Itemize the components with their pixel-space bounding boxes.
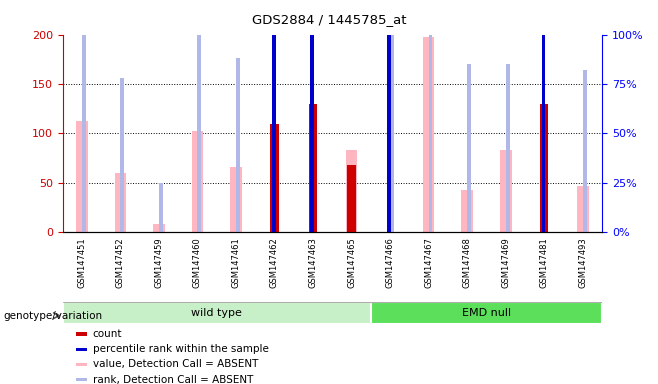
Bar	[388, 25, 392, 232]
Bar	[76, 121, 88, 232]
Bar	[270, 124, 279, 232]
Bar	[120, 78, 124, 232]
Bar	[467, 64, 471, 232]
Bar	[500, 150, 511, 232]
Text: genotype/variation: genotype/variation	[3, 311, 103, 321]
Bar	[311, 0, 314, 232]
Bar	[191, 131, 203, 232]
Text: GSM147466: GSM147466	[386, 237, 395, 288]
Bar	[423, 36, 434, 232]
Text: rank, Detection Call = ABSENT: rank, Detection Call = ABSENT	[93, 374, 253, 384]
Text: wild type: wild type	[191, 308, 242, 318]
Bar	[76, 378, 88, 381]
Text: percentile rank within the sample: percentile rank within the sample	[93, 344, 268, 354]
Text: GSM147461: GSM147461	[232, 237, 240, 288]
Bar	[540, 104, 549, 232]
Bar	[542, 0, 545, 232]
Bar	[63, 302, 371, 324]
Bar	[159, 183, 163, 232]
Text: value, Detection Call = ABSENT: value, Detection Call = ABSENT	[93, 359, 258, 369]
Bar	[309, 104, 317, 232]
Text: GSM147462: GSM147462	[270, 237, 279, 288]
Bar	[461, 190, 473, 232]
Bar	[272, 11, 276, 232]
Text: GSM147481: GSM147481	[540, 237, 549, 288]
Text: GSM147493: GSM147493	[578, 237, 588, 288]
Bar	[506, 64, 509, 232]
Bar	[114, 173, 126, 232]
Text: GSM147469: GSM147469	[501, 237, 510, 288]
Text: GSM147460: GSM147460	[193, 237, 202, 288]
Text: GSM147459: GSM147459	[155, 237, 163, 288]
Bar	[236, 58, 240, 232]
Bar	[82, 5, 86, 232]
Bar	[76, 348, 88, 351]
Text: GSM147452: GSM147452	[116, 237, 125, 288]
Text: GDS2884 / 1445785_at: GDS2884 / 1445785_at	[252, 13, 406, 26]
Bar	[583, 70, 587, 232]
Text: count: count	[93, 329, 122, 339]
Text: GSM147467: GSM147467	[424, 237, 433, 288]
Bar	[577, 186, 589, 232]
Text: GSM147451: GSM147451	[77, 237, 86, 288]
Bar	[76, 363, 88, 366]
Bar	[371, 302, 602, 324]
Bar	[346, 150, 357, 232]
Bar	[230, 167, 241, 232]
Bar	[197, 9, 201, 232]
Text: EMD null: EMD null	[462, 308, 511, 318]
Text: GSM147463: GSM147463	[309, 237, 318, 288]
Bar	[76, 333, 88, 336]
Bar	[153, 224, 164, 232]
Bar	[347, 165, 356, 232]
Text: GSM147465: GSM147465	[347, 237, 356, 288]
Text: GSM147468: GSM147468	[463, 237, 472, 288]
Bar	[390, 25, 394, 232]
Bar	[428, 0, 432, 232]
